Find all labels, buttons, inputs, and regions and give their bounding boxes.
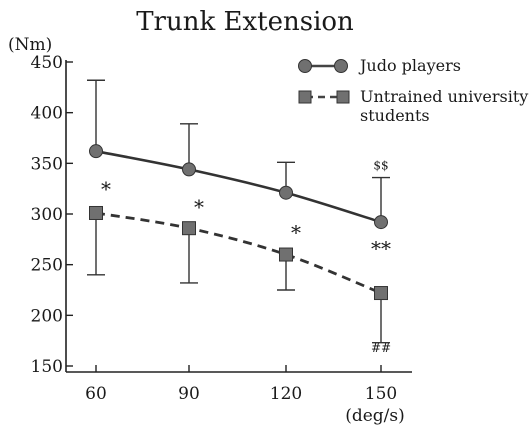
x-axis-label: (deg/s) (345, 406, 405, 426)
judo-point-60 (89, 144, 103, 159)
annotation-2: * (291, 220, 301, 244)
judo-point-150 (374, 215, 388, 230)
series-markers (89, 144, 388, 301)
untrained-point-120 (279, 247, 293, 262)
legend: Judo players Untrained university studen… (298, 56, 528, 125)
chart-title: Trunk Extension (136, 7, 354, 37)
error-bars (87, 79, 390, 344)
legend-untrained-marker-left (298, 90, 312, 104)
legend-judo-marker-left (298, 59, 312, 73)
untrained-point-150 (374, 286, 388, 301)
y-tick-label-200: 200 (31, 306, 63, 326)
judo-point-120 (279, 185, 293, 200)
annotation-4: $$ (373, 158, 388, 172)
y-tick-label-450: 450 (31, 53, 63, 73)
x-tick-label-150: 150 (365, 384, 397, 404)
y-tick-label-400: 400 (31, 104, 63, 124)
annotation-3: ** (371, 237, 391, 261)
legend-untrained-label-line1: Untrained university (360, 87, 528, 106)
series-lines (95, 149, 382, 295)
y-axis-label: (Nm) (8, 35, 52, 55)
y-tick-label-250: 250 (31, 256, 63, 276)
legend-untrained-marker-right (336, 90, 350, 104)
x-tick-label-90: 90 (178, 384, 200, 404)
x-tick-label-120: 120 (270, 384, 302, 404)
untrained-students-line (95, 211, 382, 295)
annotation-1: * (194, 195, 204, 219)
legend-untrained-label-line2: students (360, 106, 430, 125)
judo-point-90 (182, 162, 196, 177)
annotation-0: * (101, 177, 111, 201)
untrained-point-60 (89, 205, 103, 220)
untrained-point-90 (182, 221, 196, 236)
axes: 150 200 250 300 350 400 450 60 90 120 150 (31, 53, 412, 404)
judo-players-line (95, 149, 382, 224)
legend-judo-label: Judo players (358, 56, 461, 75)
annotation-5: ## (371, 341, 391, 355)
y-tick-label-350: 350 (31, 154, 63, 174)
x-tick-label-60: 60 (85, 384, 107, 404)
y-tick-label-300: 300 (31, 205, 63, 225)
y-tick-label-150: 150 (31, 357, 63, 377)
significance-annotations: *****$$## (101, 158, 391, 354)
legend-judo-marker-right (334, 59, 348, 73)
